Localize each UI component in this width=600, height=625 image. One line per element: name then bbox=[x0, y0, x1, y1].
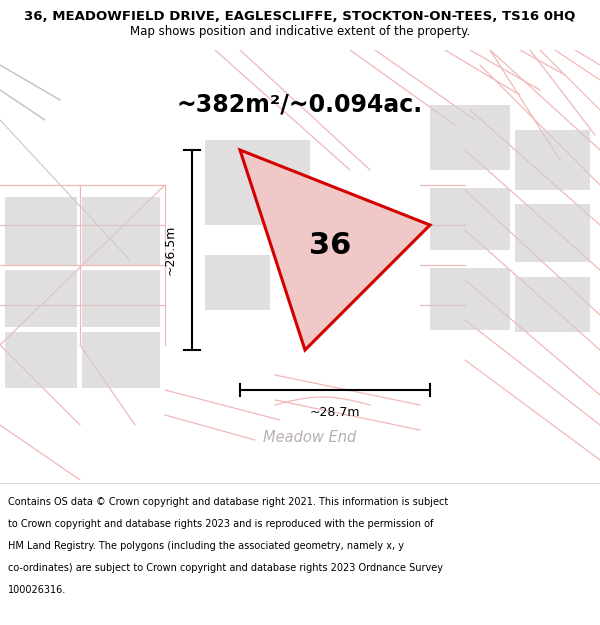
Bar bbox=[205, 140, 310, 225]
Text: 36: 36 bbox=[309, 231, 351, 259]
Text: ~26.5m: ~26.5m bbox=[163, 225, 176, 275]
Bar bbox=[5, 270, 77, 327]
Bar bbox=[5, 197, 77, 265]
Bar bbox=[82, 270, 160, 327]
Bar bbox=[5, 332, 77, 388]
Bar bbox=[430, 105, 510, 170]
Text: Contains OS data © Crown copyright and database right 2021. This information is : Contains OS data © Crown copyright and d… bbox=[8, 497, 448, 507]
Text: Map shows position and indicative extent of the property.: Map shows position and indicative extent… bbox=[130, 24, 470, 38]
Bar bbox=[205, 255, 270, 310]
Bar bbox=[430, 188, 510, 250]
Bar bbox=[515, 277, 590, 332]
Text: 36, MEADOWFIELD DRIVE, EAGLESCLIFFE, STOCKTON-ON-TEES, TS16 0HQ: 36, MEADOWFIELD DRIVE, EAGLESCLIFFE, STO… bbox=[25, 10, 575, 23]
Polygon shape bbox=[240, 150, 430, 350]
Bar bbox=[82, 197, 160, 265]
Text: ~382m²/~0.094ac.: ~382m²/~0.094ac. bbox=[177, 93, 423, 117]
Bar bbox=[515, 130, 590, 190]
Text: co-ordinates) are subject to Crown copyright and database rights 2023 Ordnance S: co-ordinates) are subject to Crown copyr… bbox=[8, 563, 443, 573]
Text: 100026316.: 100026316. bbox=[8, 585, 66, 595]
Bar bbox=[430, 268, 510, 330]
Bar bbox=[515, 204, 590, 262]
Bar bbox=[82, 332, 160, 388]
Text: HM Land Registry. The polygons (including the associated geometry, namely x, y: HM Land Registry. The polygons (includin… bbox=[8, 541, 404, 551]
Text: Meadow End: Meadow End bbox=[263, 431, 356, 446]
Text: to Crown copyright and database rights 2023 and is reproduced with the permissio: to Crown copyright and database rights 2… bbox=[8, 519, 433, 529]
Text: ~28.7m: ~28.7m bbox=[310, 406, 360, 419]
